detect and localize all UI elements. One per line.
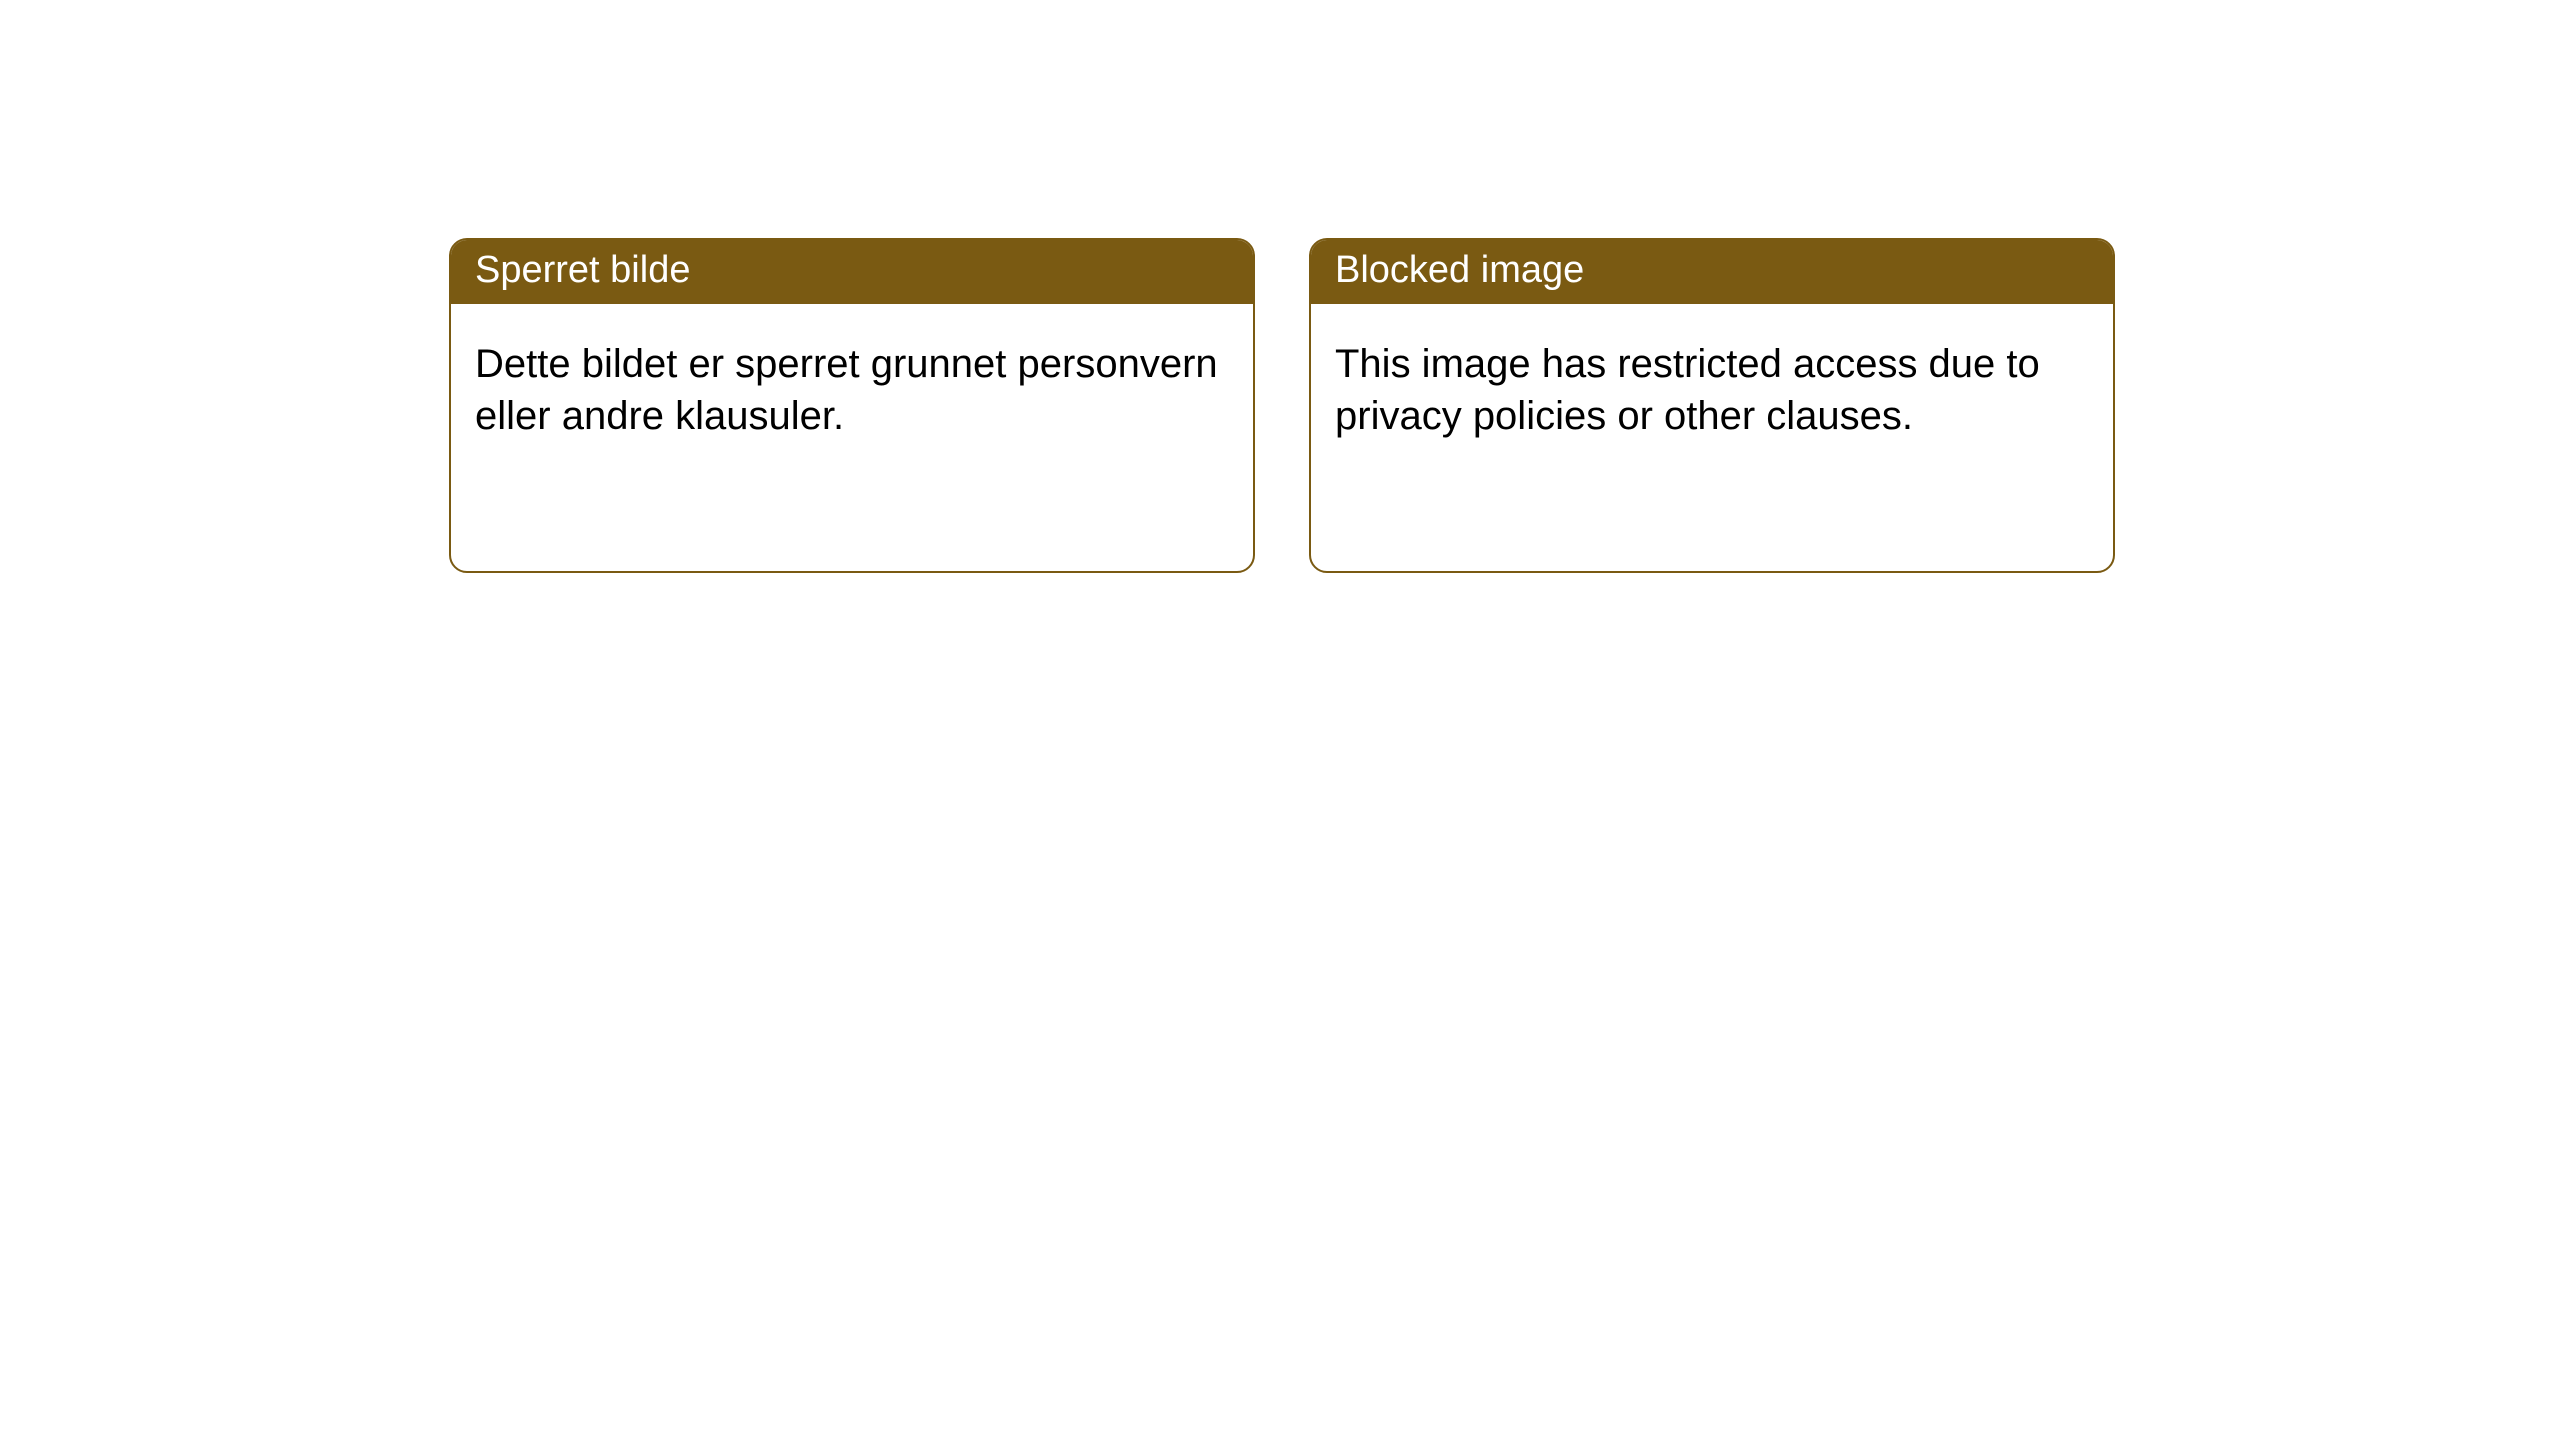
notice-container: Sperret bilde Dette bildet er sperret gr… [0,0,2560,573]
notice-card-norwegian: Sperret bilde Dette bildet er sperret gr… [449,238,1255,573]
notice-card-english: Blocked image This image has restricted … [1309,238,2115,573]
notice-header: Blocked image [1311,240,2113,304]
notice-body: This image has restricted access due to … [1311,304,2113,466]
notice-body: Dette bildet er sperret grunnet personve… [451,304,1253,466]
notice-header: Sperret bilde [451,240,1253,304]
